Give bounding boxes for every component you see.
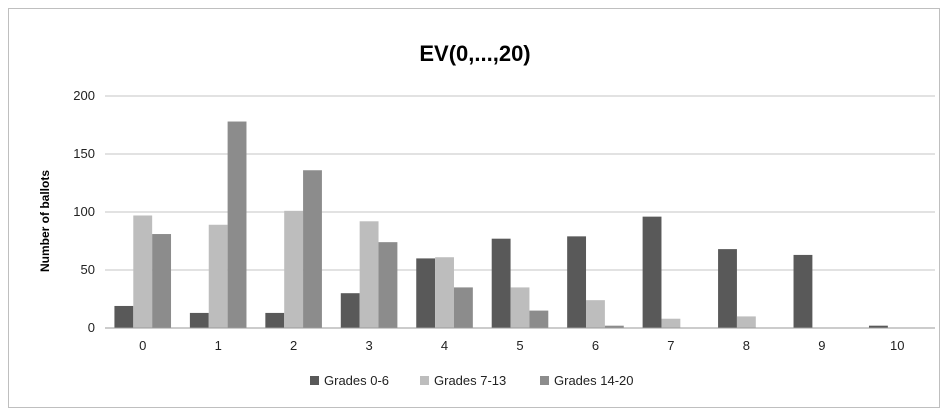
chart-title: EV(0,...,20) — [419, 41, 530, 66]
y-tick-label: 150 — [73, 146, 95, 161]
bar-grades-14-20-6 — [604, 325, 624, 328]
x-tick-label: 0 — [139, 338, 146, 353]
bar-grades-7-13-2 — [284, 210, 304, 328]
chart-frame: EV(0,...,20) 0 50 100 150 200 Number of ball… — [8, 8, 940, 408]
bar-grades-0-6-5 — [491, 238, 511, 328]
bar-grades-7-13-4 — [435, 257, 454, 328]
y-tick-label: 100 — [73, 204, 95, 219]
bar-grades-0-6-10 — [868, 325, 888, 328]
legend: Grades 0-6 Grades 7-13 Grades 14-20 — [310, 373, 634, 388]
bar-grades-7-13-5 — [510, 287, 530, 328]
bar-grades-14-20-2 — [303, 170, 322, 328]
x-tick-label: 7 — [667, 338, 674, 353]
bar-grades-14-20-3 — [378, 242, 398, 328]
legend-swatch — [420, 376, 429, 385]
bar-grades-14-20-5 — [529, 310, 549, 328]
x-tick-label: 1 — [215, 338, 222, 353]
bar-grades-0-6-8 — [718, 249, 737, 328]
bar-grades-7-13-8 — [736, 316, 756, 328]
bar-grades-14-20-4 — [453, 287, 473, 328]
bar-grades-0-6-3 — [340, 293, 360, 328]
x-tick-label: 10 — [890, 338, 904, 353]
bars — [114, 121, 888, 329]
bar-grades-7-13-6 — [586, 300, 605, 328]
y-axis-ticks: 0 50 100 150 200 — [73, 88, 95, 335]
legend-swatch — [310, 376, 319, 385]
legend-label: Grades 14-20 — [554, 373, 634, 388]
legend-swatch — [540, 376, 549, 385]
y-tick-label: 50 — [81, 262, 95, 277]
bar-grades-0-6-1 — [189, 312, 209, 328]
x-tick-label: 2 — [290, 338, 297, 353]
bar-grades-14-20-0 — [152, 234, 172, 328]
x-tick-label: 3 — [365, 338, 372, 353]
x-tick-label: 5 — [516, 338, 523, 353]
x-axis-ticks: 0 1 2 3 4 5 6 7 8 9 10 — [139, 338, 904, 353]
bar-grades-0-6-6 — [567, 236, 587, 328]
bar-grades-7-13-7 — [661, 318, 681, 328]
bar-grades-0-6-7 — [642, 216, 662, 328]
y-axis-label: Number of ballots — [38, 170, 52, 272]
x-tick-label: 9 — [818, 338, 825, 353]
y-tick-label: 0 — [88, 320, 95, 335]
y-tick-label: 200 — [73, 88, 95, 103]
bar-grades-0-6-9 — [793, 254, 813, 328]
bar-grades-7-13-0 — [133, 215, 153, 328]
x-tick-label: 4 — [441, 338, 448, 353]
bar-grades-7-13-3 — [359, 221, 379, 328]
bar-grades-14-20-1 — [227, 121, 247, 329]
bar-grades-0-6-4 — [416, 258, 436, 328]
legend-label: Grades 0-6 — [324, 373, 389, 388]
x-tick-label: 6 — [592, 338, 599, 353]
x-tick-label: 8 — [743, 338, 750, 353]
bar-grades-0-6-2 — [265, 312, 285, 328]
legend-label: Grades 7-13 — [434, 373, 506, 388]
bar-grades-7-13-1 — [208, 224, 228, 328]
bar-grades-0-6-0 — [114, 305, 134, 328]
